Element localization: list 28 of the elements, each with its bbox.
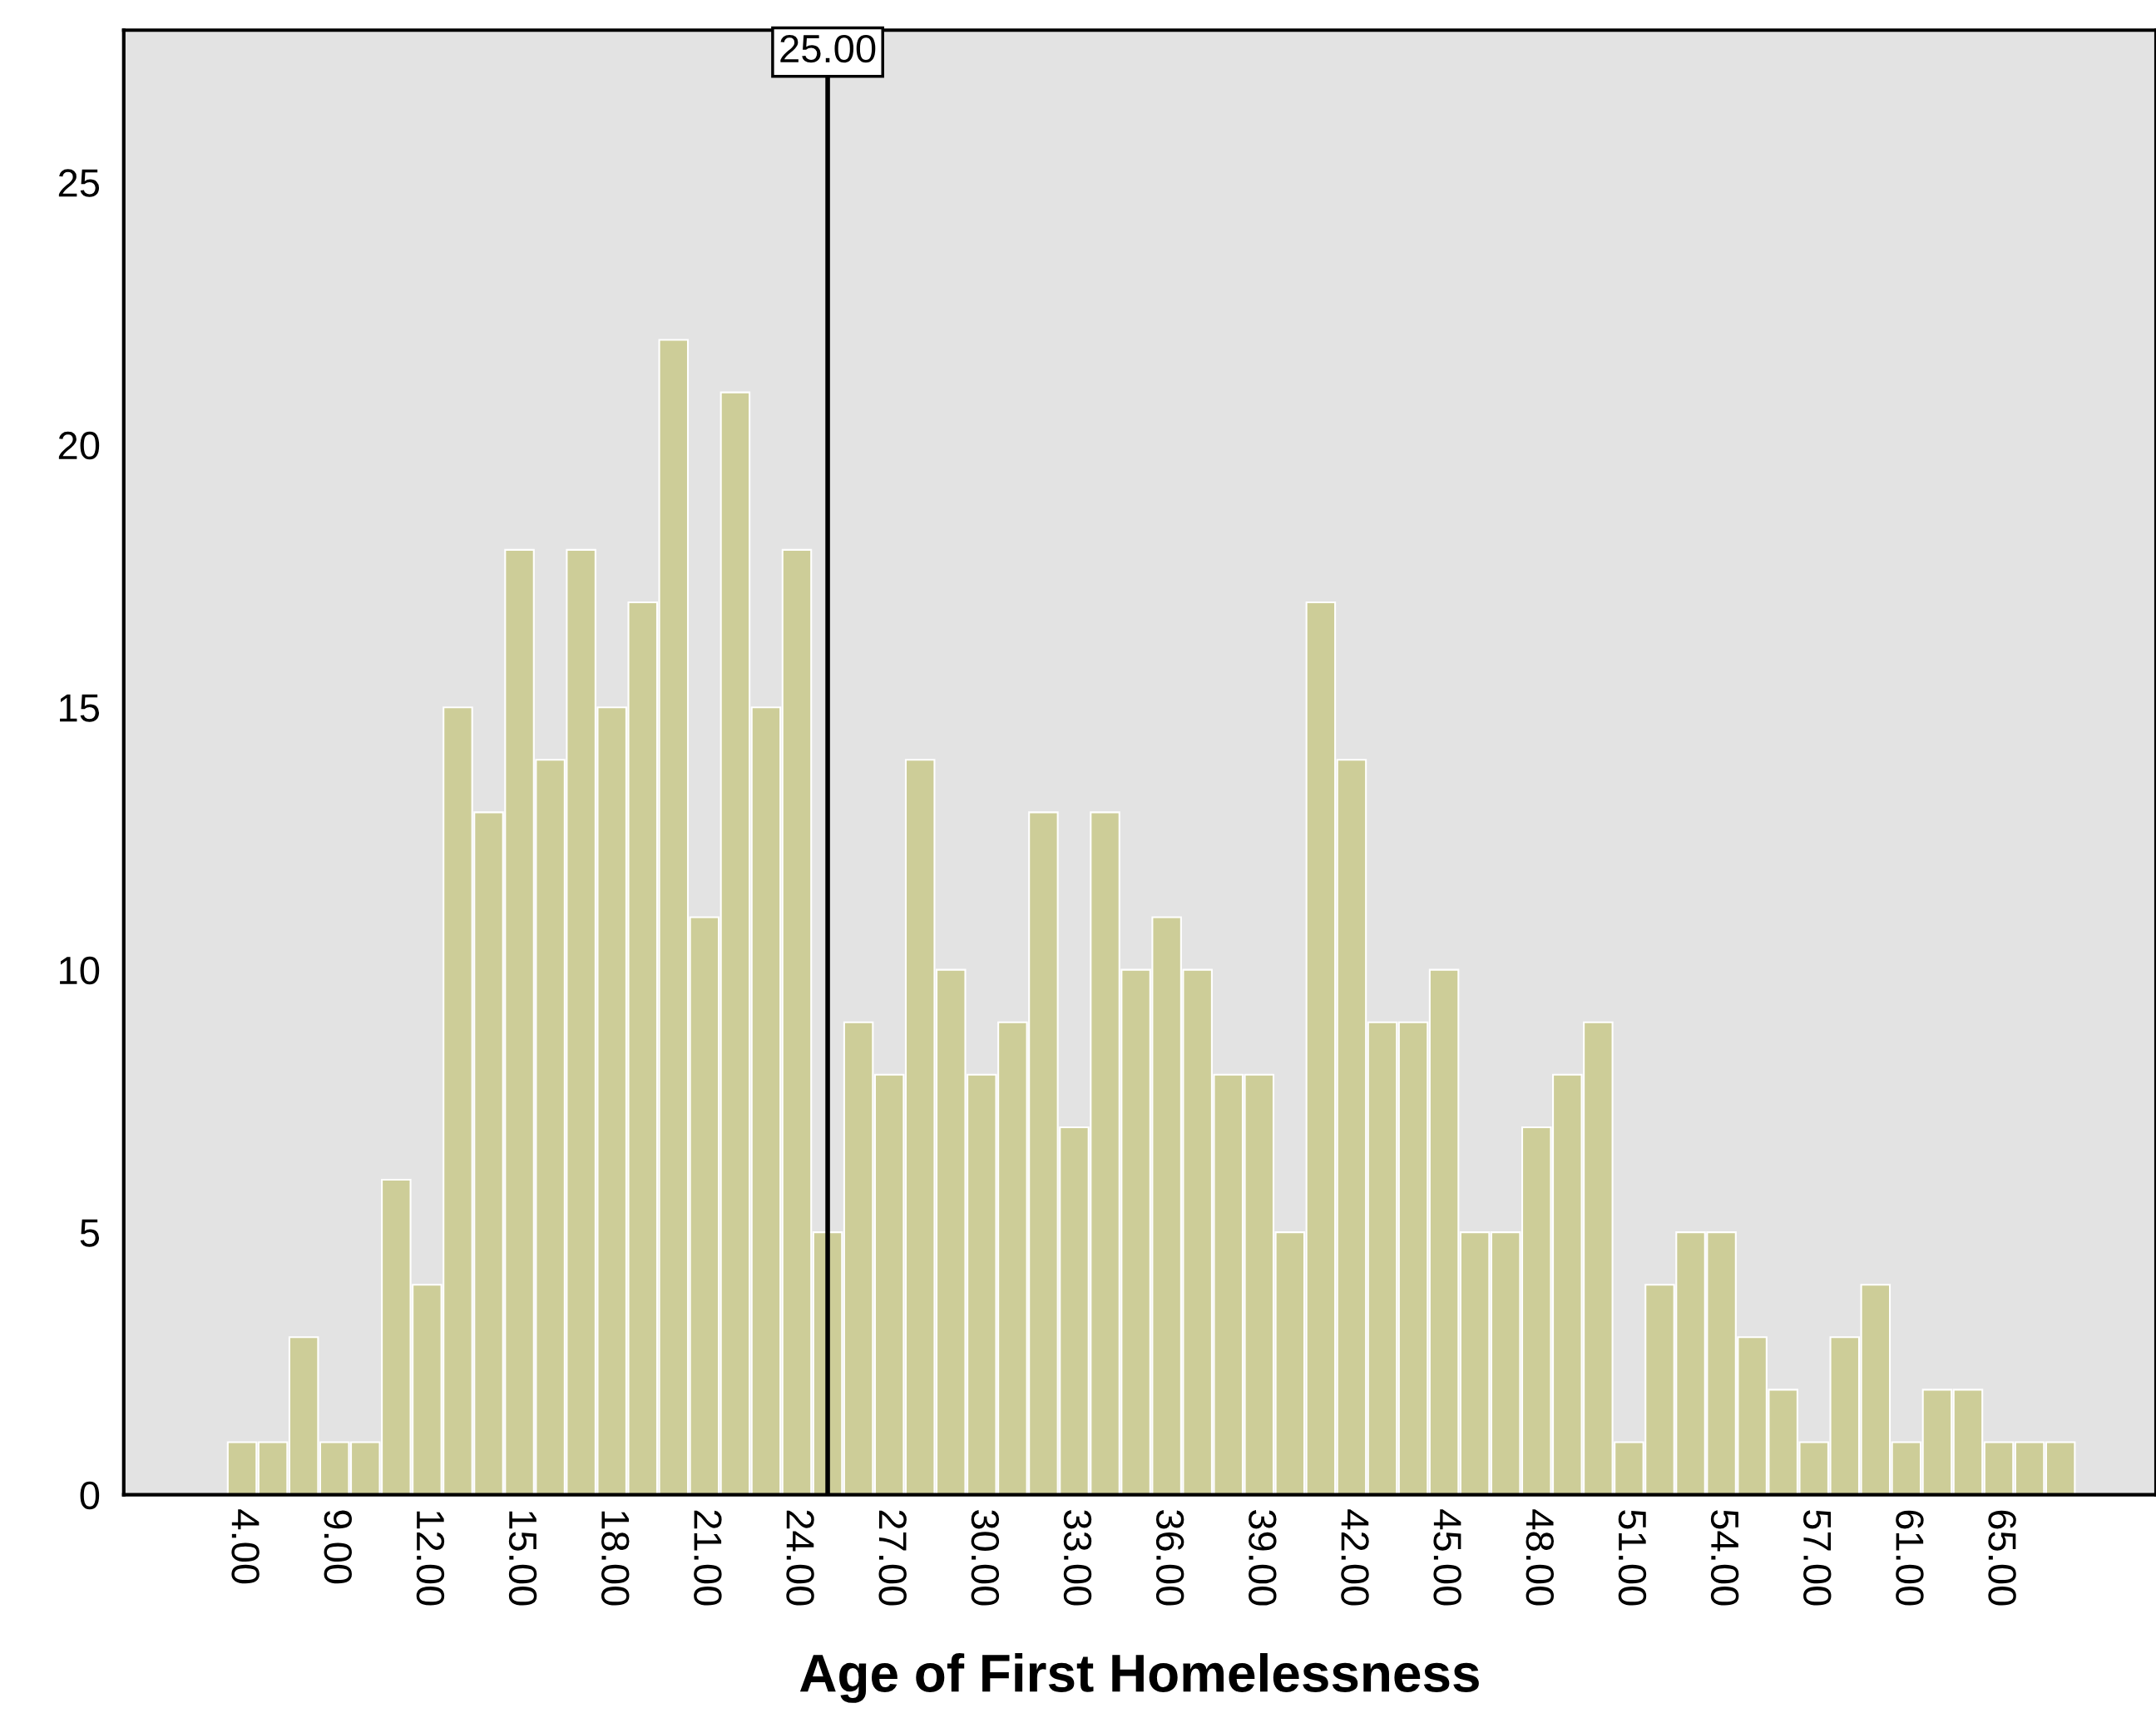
- y-tick-label: 15: [60, 694, 100, 722]
- x-tick-label: 39.00: [1249, 1510, 1277, 1606]
- y-tick-label: 10: [60, 956, 100, 985]
- x-tick-label: 9.00: [324, 1510, 352, 1584]
- x-tick-label: 61.00: [1896, 1510, 1924, 1606]
- x-tick-label: 33.00: [1063, 1510, 1092, 1606]
- x-tick-label: 65.00: [1988, 1510, 2016, 1606]
- y-tick-label: 20: [58, 431, 100, 460]
- x-tick-label: 54.00: [1710, 1510, 1739, 1606]
- x-tick-label: 51.00: [1618, 1510, 1647, 1606]
- x-axis-title: Age of First Homelessness: [799, 1652, 1479, 1703]
- x-tick-label: 57.00: [1803, 1510, 1832, 1606]
- x-tick-label: 42.00: [1341, 1509, 1369, 1606]
- x-tick-label: 21.00: [694, 1510, 722, 1606]
- x-tick-label: 45.00: [1433, 1509, 1461, 1606]
- x-tick-label: 48.00: [1526, 1509, 1555, 1606]
- annotation: 25.00: [780, 34, 876, 63]
- x-tick-label: 18.00: [601, 1511, 630, 1606]
- x-tick-label: 27.00: [878, 1510, 907, 1606]
- x-tick-label: 12.00: [416, 1511, 445, 1606]
- x-tick-label: 15.00: [508, 1511, 537, 1606]
- x-tick-label: 4.00: [231, 1509, 260, 1584]
- x-tick-label: 24.00: [786, 1510, 814, 1606]
- x-tick-label: 30.00: [971, 1510, 1000, 1606]
- y-tick-label: 25: [58, 169, 100, 197]
- y-tick-label: 5: [80, 1219, 100, 1247]
- y-tick-label: 0: [80, 1481, 100, 1510]
- x-tick-label: 36.00: [1155, 1510, 1184, 1606]
